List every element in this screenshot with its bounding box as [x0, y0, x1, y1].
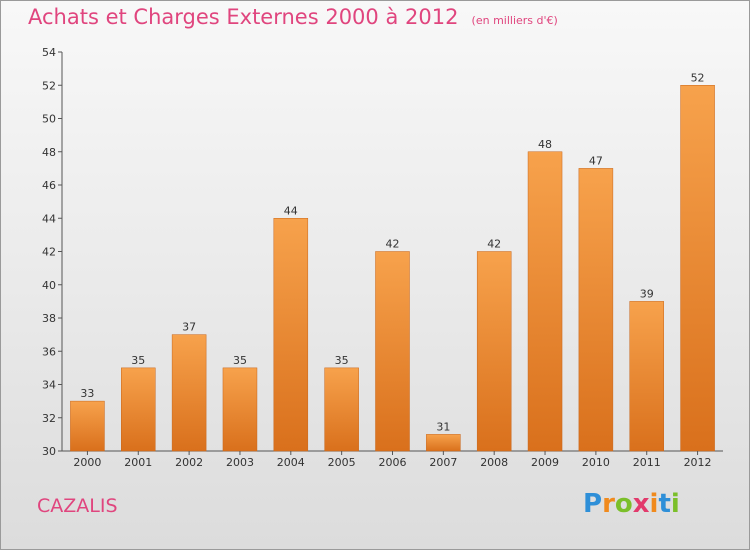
y-tick-label: 38	[42, 312, 56, 325]
logo-letter: o	[614, 489, 633, 519]
x-tick-label: 2001	[124, 456, 152, 469]
x-tick-label: 2007	[429, 456, 457, 469]
data-label: 35	[131, 354, 145, 367]
bar	[527, 151, 563, 452]
data-label: 37	[182, 321, 196, 334]
logo-letter: x	[632, 489, 650, 519]
y-tick-label: 42	[42, 246, 56, 259]
data-label: 52	[691, 71, 705, 84]
y-tick-label: 52	[42, 79, 56, 92]
x-tick-label: 2005	[328, 456, 356, 469]
data-label: 47	[589, 154, 603, 167]
data-label: 31	[436, 420, 450, 433]
bar	[121, 367, 156, 452]
bar	[578, 168, 614, 452]
bar	[426, 434, 461, 452]
x-tick-label: 2006	[379, 456, 407, 469]
y-tick-label: 44	[42, 212, 56, 225]
y-tick-label: 30	[42, 445, 56, 458]
logo-letter: i	[649, 489, 659, 519]
y-tick-label: 50	[42, 113, 56, 126]
chart-unit: (en milliers d'€)	[471, 14, 558, 27]
title-row: Achats et Charges Externes 2000 à 2012 (…	[28, 5, 558, 29]
bar	[629, 301, 664, 452]
y-tick-label: 54	[42, 46, 56, 59]
x-tick-label: 2008	[480, 456, 508, 469]
y-tick-label: 48	[42, 146, 56, 159]
x-tick-label: 2002	[175, 456, 203, 469]
logo-letter: r	[602, 489, 615, 519]
data-label: 35	[335, 354, 349, 367]
data-label: 48	[538, 138, 552, 151]
bar	[324, 367, 359, 452]
bar	[375, 251, 410, 452]
logo-letter: i	[670, 489, 680, 519]
x-tick-label: 2010	[582, 456, 610, 469]
bar	[680, 85, 715, 452]
y-tick-label: 34	[42, 379, 56, 392]
data-label: 44	[284, 204, 298, 217]
bar	[171, 334, 207, 452]
bar	[273, 218, 309, 452]
x-tick-label: 2012	[684, 456, 712, 469]
x-tick-label: 2004	[277, 456, 305, 469]
x-tick-label: 2000	[73, 456, 101, 469]
y-tick-label: 46	[42, 179, 56, 192]
bar	[222, 367, 258, 452]
chart-title: Achats et Charges Externes 2000 à 2012	[28, 5, 459, 29]
x-tick-label: 2011	[633, 456, 661, 469]
data-label: 42	[487, 238, 501, 251]
data-label: 42	[386, 238, 400, 251]
x-tick-label: 2003	[226, 456, 254, 469]
commune-name: CAZALIS	[37, 495, 118, 517]
logo-letter: P	[583, 489, 603, 519]
y-tick-label: 36	[42, 345, 56, 358]
bar	[70, 400, 105, 452]
data-label: 35	[233, 354, 247, 367]
y-tick-label: 40	[42, 279, 56, 292]
proxiti-logo: Proxiti	[583, 489, 680, 519]
x-tick-label: 2009	[531, 456, 559, 469]
bar	[476, 251, 512, 452]
logo-letter: t	[658, 489, 671, 519]
y-tick-label: 32	[42, 412, 56, 425]
data-label: 33	[80, 387, 94, 400]
data-label: 39	[640, 287, 654, 300]
